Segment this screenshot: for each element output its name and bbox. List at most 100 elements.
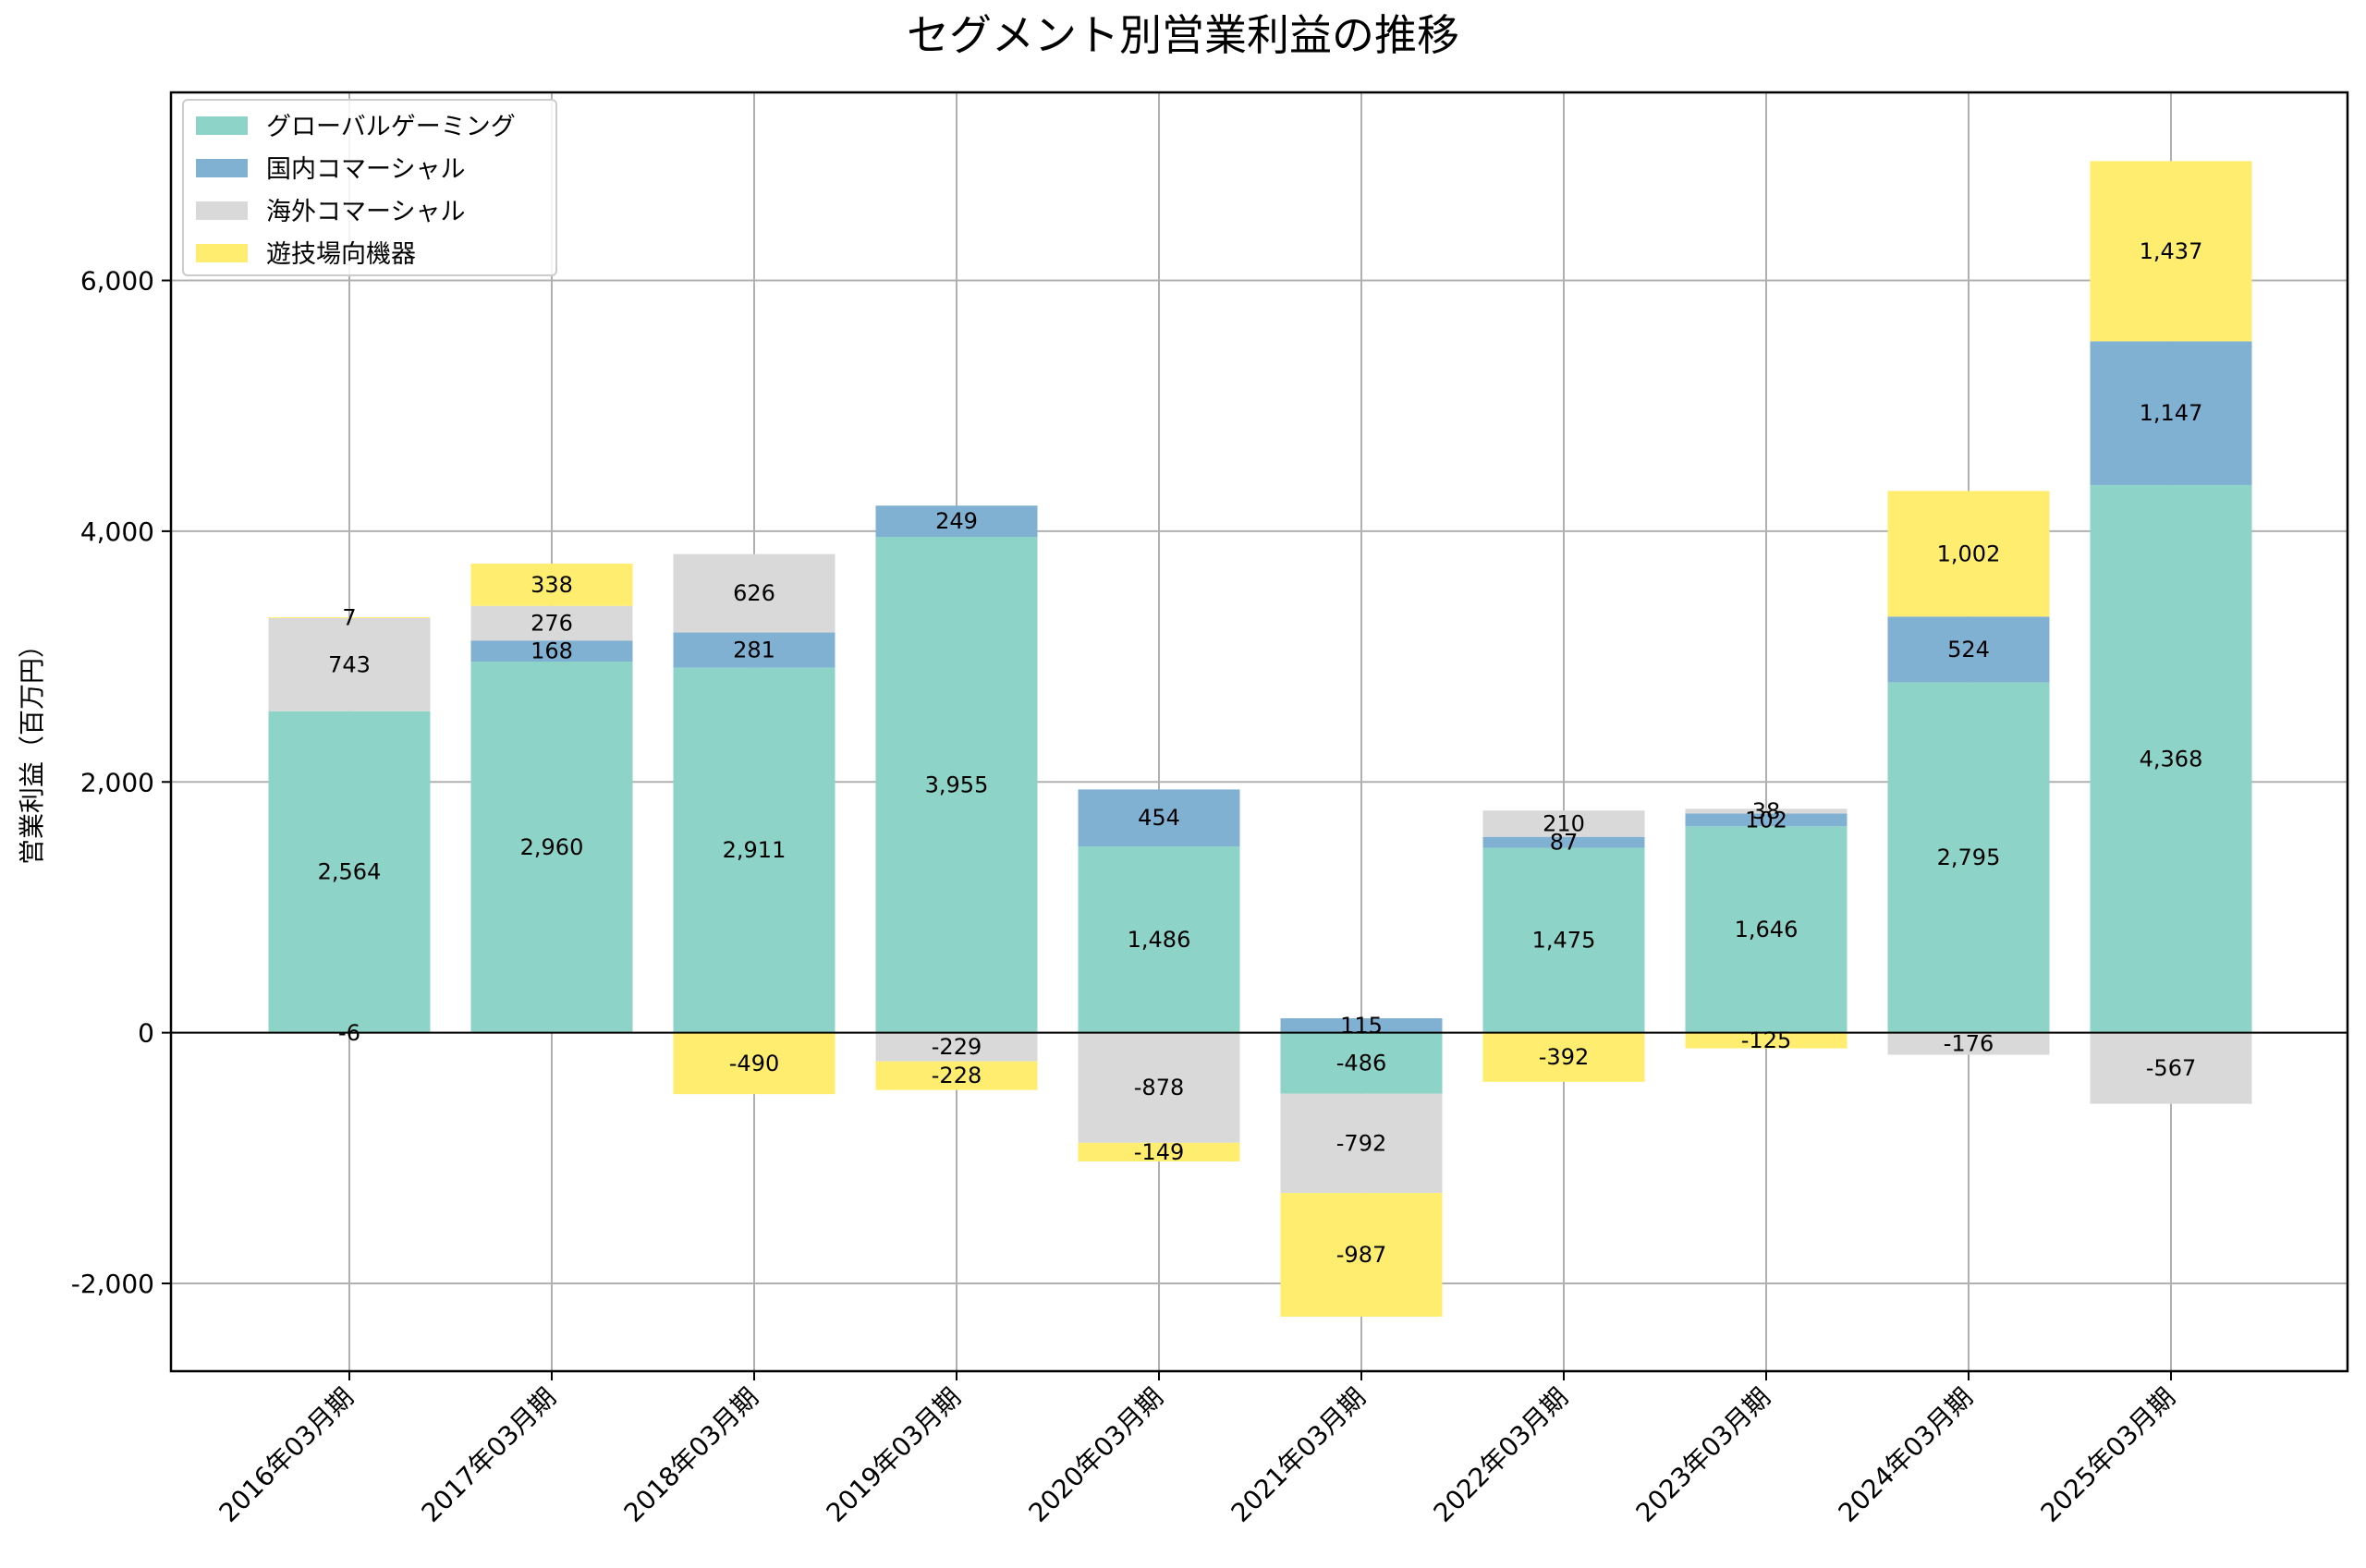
- bar-segment: [2090, 341, 2252, 485]
- data-label: -392: [1539, 1044, 1589, 1070]
- y-tick-label: 0: [138, 1018, 154, 1049]
- data-label: -792: [1336, 1130, 1386, 1156]
- bars-layer: [268, 161, 2252, 1317]
- bar-segment: [1078, 1032, 1240, 1143]
- x-tick-label: 2019年03月期: [821, 1382, 967, 1528]
- legend-swatch: [196, 116, 248, 135]
- bar-segment: [470, 563, 633, 606]
- data-label: -176: [1944, 1031, 1994, 1057]
- data-label: 1,437: [2140, 238, 2203, 264]
- bar-segment: [875, 1032, 1038, 1062]
- bar-segment: [470, 640, 633, 662]
- x-tick-label: 2020年03月期: [1023, 1382, 1169, 1528]
- bar-segment: [673, 1032, 835, 1095]
- data-label: 4,368: [2140, 746, 2203, 772]
- legend-entry: グローバルゲーミング: [266, 113, 516, 141]
- data-label: -149: [1134, 1139, 1184, 1165]
- y-tick-label: 6,000: [80, 266, 154, 297]
- bar-segment: [1482, 847, 1645, 1033]
- data-label: 2,911: [723, 837, 787, 863]
- bar-segment: [268, 711, 431, 1033]
- bar-segment: [1078, 846, 1240, 1033]
- bar-segment: [2090, 161, 2252, 342]
- bar-segment: [1482, 810, 1645, 837]
- bar-segment: [1887, 616, 2050, 683]
- legend-swatch: [196, 159, 248, 177]
- legend-swatch: [196, 244, 248, 262]
- x-tick-label: 2018年03月期: [618, 1382, 764, 1528]
- bar-segment: [470, 662, 633, 1033]
- x-tick-label: 2017年03月期: [416, 1382, 562, 1528]
- legend-swatch: [196, 201, 248, 220]
- bar-segment: [470, 605, 633, 641]
- data-label: 276: [531, 610, 573, 636]
- y-tick-label: -2,000: [71, 1269, 154, 1299]
- data-label: 7: [342, 604, 356, 630]
- legend-entry: 国内コマーシャル: [266, 155, 465, 184]
- data-label: 38: [1752, 798, 1781, 824]
- bar-segment: [268, 616, 431, 618]
- data-label: 1,475: [1532, 928, 1596, 954]
- bar-segment: [2090, 1032, 2252, 1104]
- bar-segment: [673, 632, 835, 668]
- data-label: 626: [733, 580, 775, 606]
- bar-segment: [1280, 1193, 1443, 1317]
- legend-entry: 遊技場向機器: [266, 240, 416, 269]
- data-label: 102: [1745, 807, 1787, 833]
- x-tick-label: 2021年03月期: [1226, 1382, 1372, 1528]
- bar-segment: [1280, 1018, 1443, 1033]
- chart-title: セグメント別営業利益の推移: [907, 10, 1459, 60]
- data-label: 524: [1947, 637, 1990, 662]
- x-tick-label: 2025年03月期: [2035, 1382, 2181, 1528]
- data-label: 1,147: [2140, 400, 2203, 426]
- data-label: -125: [1741, 1027, 1791, 1053]
- bar-segment: [1685, 808, 1848, 814]
- data-label: 249: [935, 508, 978, 534]
- bar-segment: [1280, 1093, 1443, 1194]
- x-tick-label: 2022年03月期: [1428, 1382, 1574, 1528]
- data-label: -229: [932, 1034, 982, 1060]
- legend-entry: 海外コマーシャル: [266, 198, 465, 226]
- bar-segment: [1482, 1032, 1645, 1082]
- bar-segment: [1482, 836, 1645, 848]
- bar-segment: [875, 537, 1038, 1033]
- bar-segment: [1887, 1032, 2050, 1055]
- y-axis-label: 営業利益（百万円）: [17, 632, 47, 865]
- data-label: 210: [1543, 810, 1585, 836]
- data-label: 1,486: [1128, 927, 1191, 953]
- bar-segment: [1280, 1032, 1443, 1094]
- data-label: 454: [1138, 805, 1180, 831]
- data-label: -490: [729, 1051, 779, 1076]
- data-label: 2,564: [318, 859, 382, 885]
- bar-segment: [1078, 1142, 1240, 1161]
- bar-segment: [673, 667, 835, 1033]
- data-label: 115: [1340, 1013, 1383, 1039]
- bar-segment: [268, 617, 431, 711]
- legend-box: [182, 99, 557, 276]
- bar-segment: [1685, 813, 1848, 827]
- bar-segment: [2090, 484, 2252, 1033]
- data-label: 87: [1550, 830, 1579, 856]
- data-label: 1,002: [1937, 541, 2001, 566]
- plot-frame: [169, 91, 2349, 1373]
- data-label: 3,955: [925, 772, 989, 797]
- data-label: 1,646: [1735, 917, 1799, 942]
- bar-segment: [673, 553, 835, 633]
- y-tick-label: 2,000: [80, 767, 154, 797]
- data-label: 168: [531, 638, 573, 664]
- bar-segment: [875, 505, 1038, 538]
- data-label: -567: [2146, 1055, 2196, 1081]
- data-label: -987: [1336, 1242, 1386, 1268]
- bar-segment: [1887, 491, 2050, 617]
- data-label: 338: [531, 572, 573, 598]
- data-label: -878: [1134, 1075, 1184, 1100]
- data-label: 743: [328, 651, 371, 677]
- bar-segment: [1078, 789, 1240, 847]
- bar-segment: [1685, 1032, 1848, 1049]
- data-label: 2,960: [520, 834, 584, 860]
- x-tick-label: 2023年03月期: [1630, 1382, 1776, 1528]
- x-tick-label: 2016年03月期: [213, 1382, 360, 1528]
